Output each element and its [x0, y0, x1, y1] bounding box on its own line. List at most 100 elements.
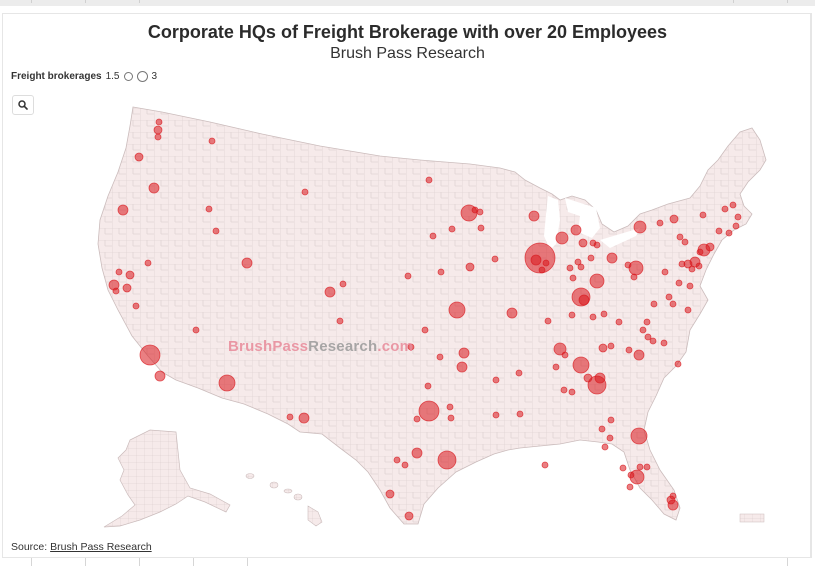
- brokerage-hq-bubble[interactable]: [541, 461, 549, 469]
- brokerage-hq-bubble[interactable]: [607, 342, 615, 350]
- brokerage-hq-bubble[interactable]: [515, 369, 523, 377]
- brokerage-hq-bubble[interactable]: [115, 268, 123, 276]
- brokerage-hq-bubble[interactable]: [598, 343, 608, 353]
- brokerage-hq-bubble[interactable]: [589, 313, 597, 321]
- brokerage-hq-bubble[interactable]: [715, 227, 723, 235]
- brokerage-hq-bubble[interactable]: [117, 204, 129, 216]
- brokerage-hq-bubble[interactable]: [477, 224, 485, 232]
- brokerage-hq-bubble[interactable]: [665, 293, 673, 301]
- brokerage-hq-bubble[interactable]: [600, 310, 608, 318]
- brokerage-hq-bubble[interactable]: [681, 238, 689, 246]
- brokerage-hq-bubble[interactable]: [148, 182, 160, 194]
- brokerage-hq-bubble[interactable]: [553, 342, 567, 356]
- brokerage-hq-bubble[interactable]: [122, 283, 132, 293]
- brokerage-hq-bubble[interactable]: [633, 349, 645, 361]
- brokerage-hq-bubble[interactable]: [696, 248, 704, 256]
- brokerage-hq-bubble[interactable]: [593, 241, 601, 249]
- brokerage-hq-bubble[interactable]: [643, 318, 651, 326]
- brokerage-hq-bubble[interactable]: [598, 425, 606, 433]
- brokerage-hq-bubble[interactable]: [578, 294, 590, 306]
- brokerage-hq-bubble[interactable]: [561, 351, 569, 359]
- brokerage-hq-bubble[interactable]: [425, 176, 433, 184]
- brokerage-hq-bubble[interactable]: [669, 214, 679, 224]
- brokerage-hq-bubble[interactable]: [675, 279, 683, 287]
- brokerage-hq-bubble[interactable]: [448, 301, 466, 319]
- brokerage-hq-bubble[interactable]: [336, 317, 344, 325]
- brokerage-hq-bubble[interactable]: [401, 461, 409, 469]
- brokerage-hq-bubble[interactable]: [301, 188, 309, 196]
- brokerage-hq-bubble[interactable]: [530, 254, 542, 266]
- brokerage-hq-bubble[interactable]: [650, 300, 658, 308]
- brokerage-hq-bubble[interactable]: [568, 311, 576, 319]
- brokerage-hq-bubble[interactable]: [393, 456, 401, 464]
- brokerage-hq-bubble[interactable]: [446, 403, 454, 411]
- brokerage-hq-bubble[interactable]: [626, 483, 634, 491]
- brokerage-hq-bubble[interactable]: [633, 220, 647, 234]
- brokerage-hq-bubble[interactable]: [208, 137, 216, 145]
- brokerage-hq-bubble[interactable]: [669, 300, 677, 308]
- brokerage-hq-bubble[interactable]: [619, 464, 627, 472]
- brokerage-hq-bubble[interactable]: [436, 353, 444, 361]
- brokerage-hq-bubble[interactable]: [218, 374, 236, 392]
- brokerage-hq-bubble[interactable]: [566, 264, 574, 272]
- brokerage-hq-bubble[interactable]: [705, 242, 715, 252]
- brokerage-hq-bubble[interactable]: [560, 386, 568, 394]
- brokerage-hq-bubble[interactable]: [578, 238, 588, 248]
- brokerage-hq-bubble[interactable]: [606, 252, 618, 264]
- brokerage-hq-bubble[interactable]: [144, 259, 152, 267]
- brokerage-hq-bubble[interactable]: [729, 201, 737, 209]
- brokerage-hq-bubble[interactable]: [699, 211, 707, 219]
- map-search-button[interactable]: [12, 95, 34, 115]
- source-link[interactable]: Brush Pass Research: [50, 541, 152, 553]
- brokerage-hq-bubble[interactable]: [154, 133, 162, 141]
- brokerage-hq-bubble[interactable]: [577, 263, 585, 271]
- brokerage-hq-bubble[interactable]: [154, 370, 166, 382]
- brokerage-hq-bubble[interactable]: [153, 125, 163, 135]
- brokerage-hq-bubble[interactable]: [661, 268, 669, 276]
- brokerage-hq-bubble[interactable]: [587, 254, 595, 262]
- brokerage-hq-bubble[interactable]: [421, 326, 429, 334]
- brokerage-hq-bubble[interactable]: [625, 346, 633, 354]
- brokerage-hq-bubble[interactable]: [639, 326, 647, 334]
- brokerage-hq-bubble[interactable]: [418, 400, 440, 422]
- brokerage-hq-bubble[interactable]: [404, 272, 412, 280]
- brokerage-hq-bubble[interactable]: [339, 280, 347, 288]
- brokerage-hq-bubble[interactable]: [448, 225, 456, 233]
- brokerage-hq-bubble[interactable]: [629, 469, 645, 485]
- brokerage-hq-bubble[interactable]: [139, 344, 161, 366]
- brokerage-hq-bubble[interactable]: [491, 255, 499, 263]
- brokerage-hq-bubble[interactable]: [630, 427, 648, 445]
- brokerage-hq-bubble[interactable]: [636, 463, 644, 471]
- brokerage-hq-bubble[interactable]: [411, 447, 423, 459]
- brokerage-hq-bubble[interactable]: [407, 343, 415, 351]
- brokerage-hq-bubble[interactable]: [676, 233, 684, 241]
- brokerage-hq-bubble[interactable]: [437, 450, 457, 470]
- brokerage-hq-bubble[interactable]: [572, 356, 590, 374]
- brokerage-hq-bubble[interactable]: [734, 213, 742, 221]
- brokerage-hq-bubble[interactable]: [516, 410, 524, 418]
- brokerage-hq-bubble[interactable]: [385, 489, 395, 499]
- brokerage-hq-bubble[interactable]: [542, 259, 550, 267]
- brokerage-hq-bubble[interactable]: [678, 260, 686, 268]
- brokerage-hq-bubble[interactable]: [686, 282, 694, 290]
- brokerage-hq-bubble[interactable]: [132, 302, 140, 310]
- brokerage-hq-bubble[interactable]: [125, 270, 135, 280]
- brokerage-hq-bubble[interactable]: [424, 382, 432, 390]
- brokerage-hq-bubble[interactable]: [447, 414, 455, 422]
- brokerage-hq-bubble[interactable]: [465, 262, 475, 272]
- brokerage-hq-bubble[interactable]: [615, 318, 623, 326]
- brokerage-hq-bubble[interactable]: [732, 222, 740, 230]
- brokerage-hq-bubble[interactable]: [649, 337, 657, 345]
- brokerage-hq-bubble[interactable]: [544, 317, 552, 325]
- brokerage-hq-bubble[interactable]: [134, 152, 144, 162]
- brokerage-hq-bubble[interactable]: [656, 219, 664, 227]
- brokerage-hq-bubble[interactable]: [538, 266, 546, 274]
- brokerage-hq-bubble[interactable]: [589, 273, 605, 289]
- brokerage-hq-bubble[interactable]: [607, 416, 615, 424]
- brokerage-hq-bubble[interactable]: [429, 232, 437, 240]
- brokerage-hq-bubble[interactable]: [643, 463, 651, 471]
- brokerage-hq-bubble[interactable]: [601, 443, 609, 451]
- brokerage-hq-bubble[interactable]: [456, 361, 468, 373]
- brokerage-hq-bubble[interactable]: [286, 413, 294, 421]
